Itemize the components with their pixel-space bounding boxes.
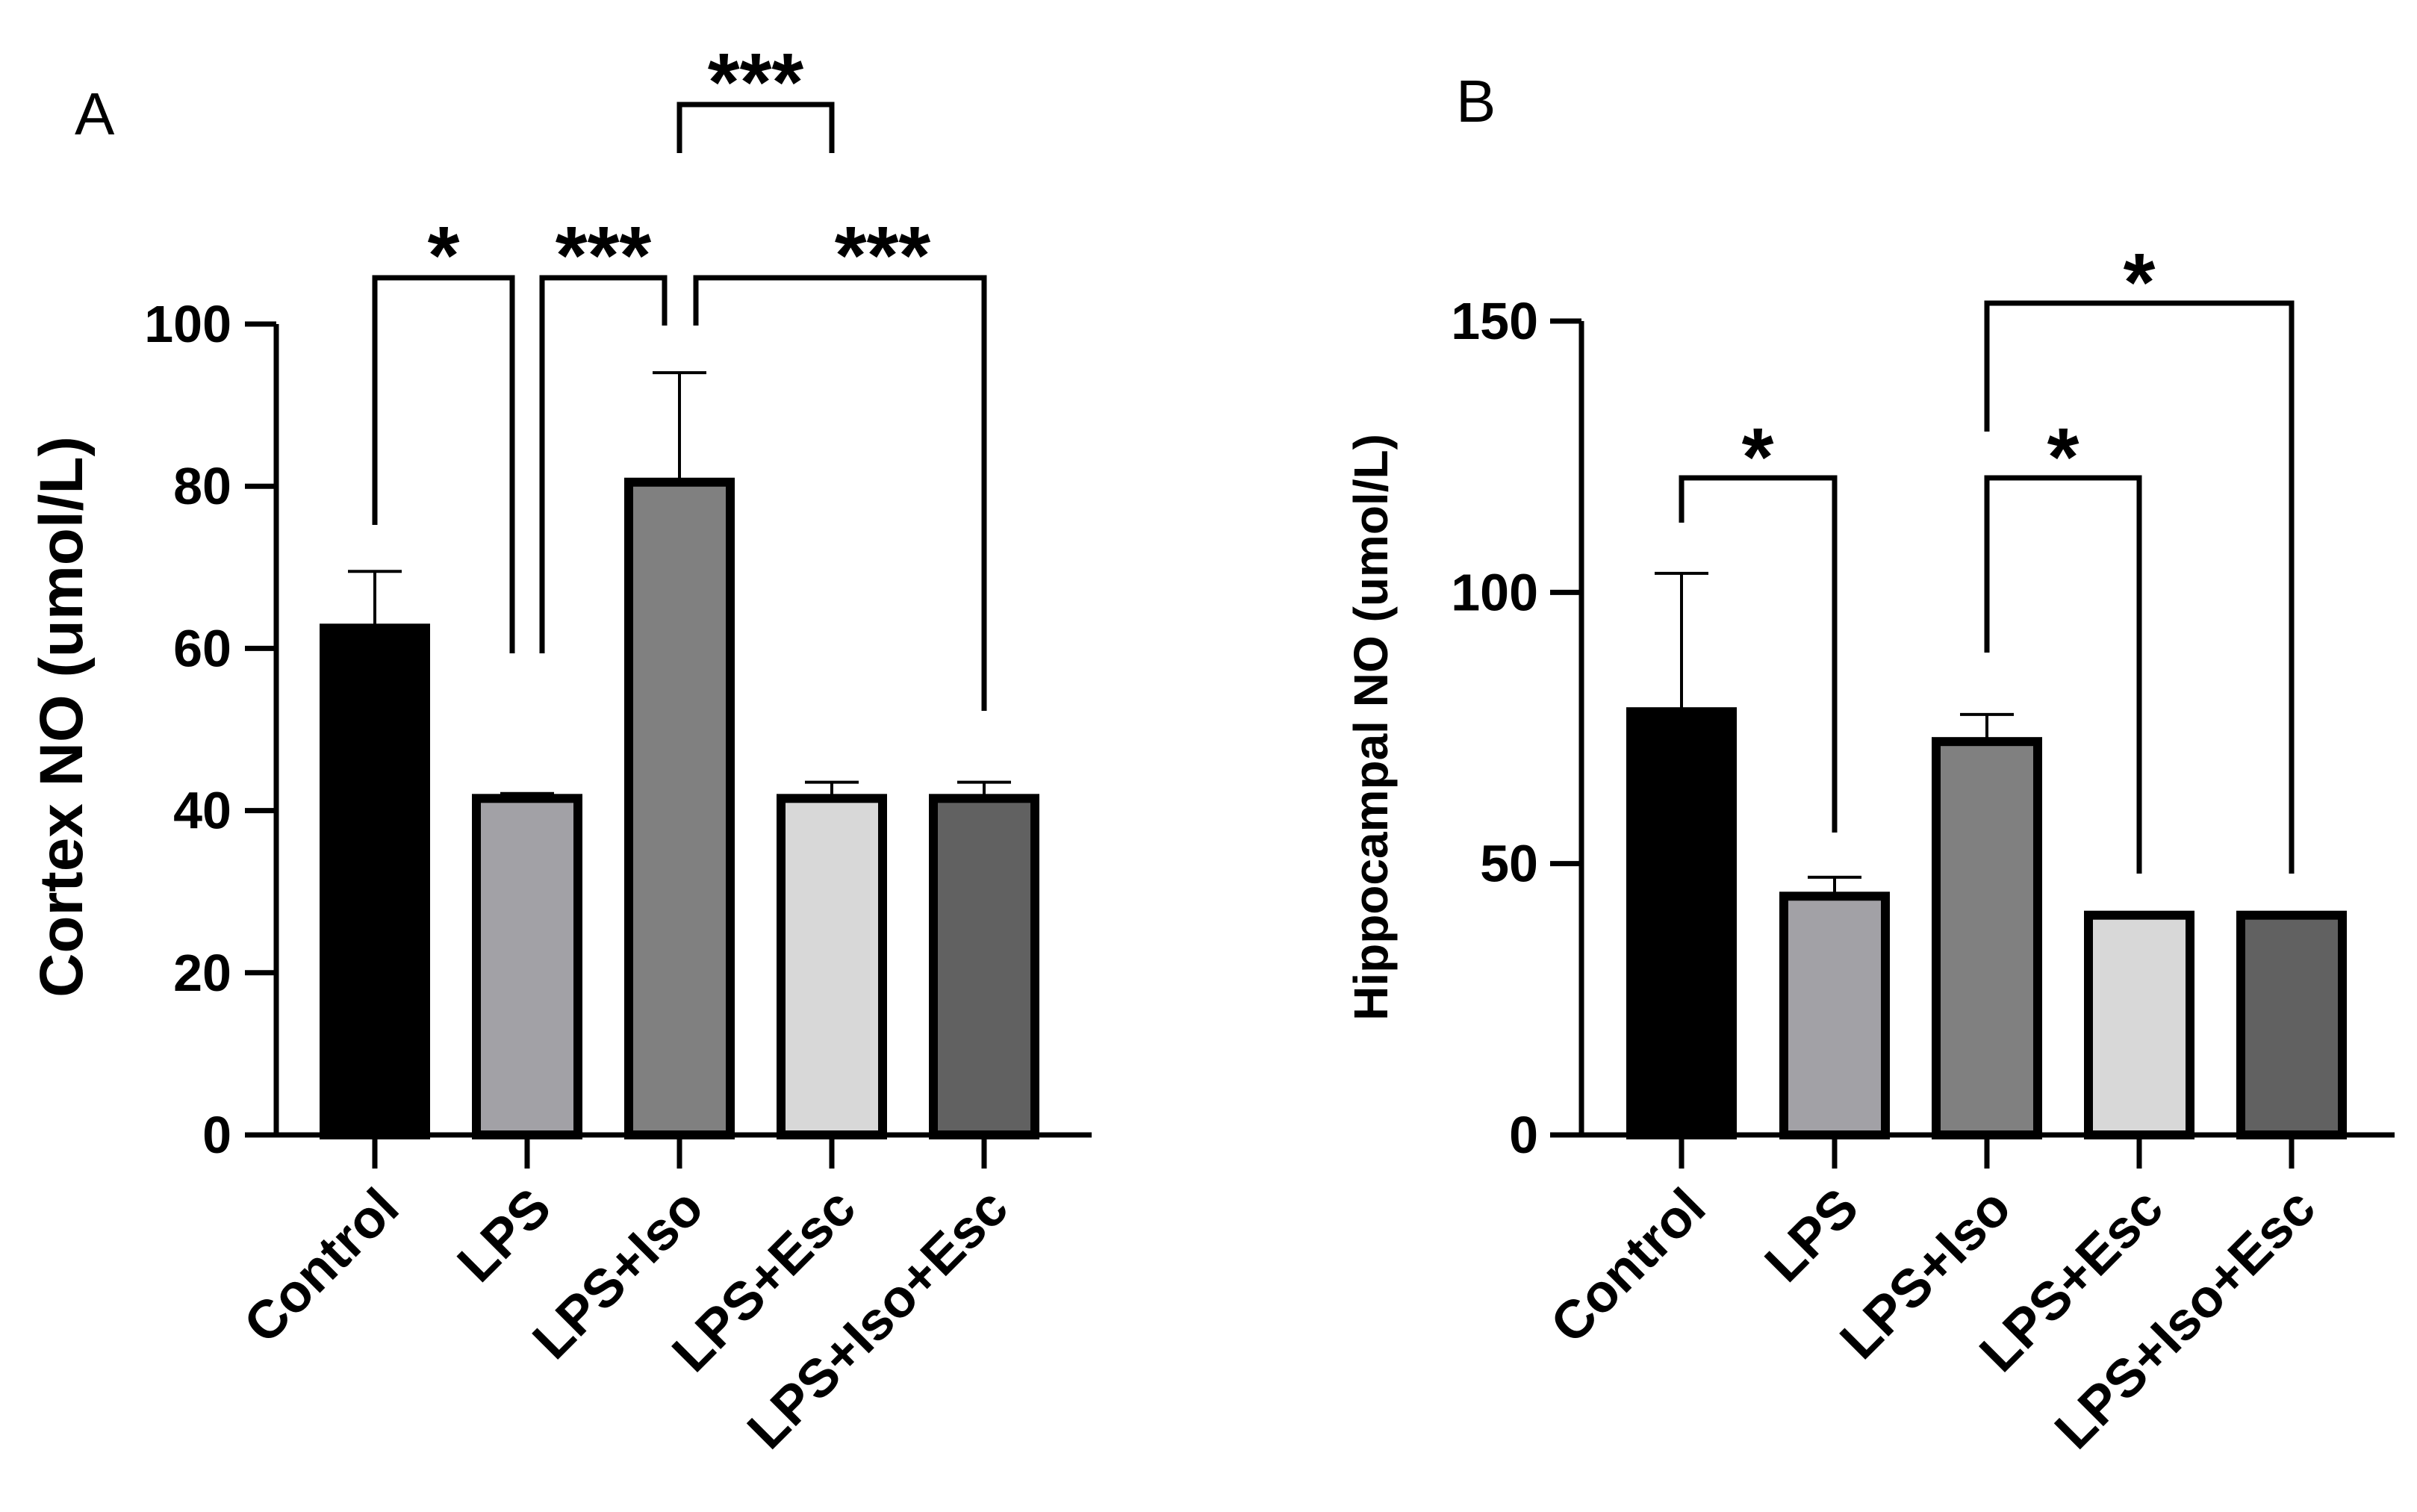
panel-a-category-label: LPS — [447, 1177, 563, 1294]
panel-a-bar-lps-esc — [777, 794, 887, 1140]
panel-b-bar-lps-iso-esc — [2236, 910, 2347, 1139]
panel-a-significance-bracket — [539, 275, 668, 653]
panel-a-y-tick-label: 20 — [173, 944, 231, 1002]
panel-b-significance-bracket — [1984, 300, 2295, 874]
panel-b-y-tick-label: 150 — [1451, 292, 1538, 350]
panel-a-significance-label: *** — [708, 37, 804, 128]
panel-b-chart: B Hippocampal NO (umol/L) 0 50 100 150 Contr… — [1344, 68, 2395, 1460]
panel-b-y-tick-label: 100 — [1451, 563, 1538, 621]
panel-a-significance-bracket — [693, 275, 987, 711]
panel-b-bar-lps — [1779, 892, 1890, 1140]
panel-b-y-tick-label: 0 — [1509, 1106, 1538, 1164]
panel-b-category-label: LPS+Iso+Esc — [2044, 1177, 2327, 1460]
panel-a-y-tick-label: 80 — [173, 457, 231, 515]
panel-b-bar-lps-iso — [1932, 737, 2042, 1139]
panel-a-y-tick-label: 60 — [173, 619, 231, 677]
panel-b-significance-bracket — [1679, 475, 1838, 833]
panel-a-bar-lps-iso-esc — [929, 794, 1039, 1140]
panel-a-bar-control — [320, 623, 430, 1139]
panel-a-bar-lps-iso — [624, 477, 735, 1139]
panel-b-significance-bracket — [1984, 475, 2142, 874]
panel-a-y-tick-label: 40 — [173, 782, 231, 840]
panel-b-y-tick-label: 50 — [1480, 835, 1538, 893]
panel-a-y-tick-label: 0 — [202, 1106, 231, 1164]
panel-b-bar-lps-esc — [2084, 910, 2194, 1139]
panel-b-significance-label: * — [1742, 411, 1774, 503]
panel-b-letter: B — [1456, 68, 1496, 134]
panel-a-letter: A — [75, 81, 115, 147]
panel-a-significance-bracket — [676, 102, 835, 153]
panel-a-category-label: LPS+Iso+Esc — [736, 1177, 1019, 1460]
panel-a-y-tick-label: 100 — [144, 295, 231, 353]
panel-a-chart: A Cortex NO (umol/L) 0 20 40 60 80 100 Control… — [28, 37, 1092, 1460]
panel-b-significance-label: * — [2047, 411, 2080, 503]
panel-b-significance-label: * — [2124, 237, 2156, 329]
panel-a-bar-lps — [472, 794, 582, 1140]
panel-b-category-label: LPS — [1754, 1177, 1870, 1294]
panel-a-significance-label: *** — [556, 210, 652, 302]
panel-a-y-axis-title: Cortex NO (umol/L) — [28, 436, 96, 998]
panel-b-y-axis-title: Hippocampal NO (umol/L) — [1344, 434, 1398, 1021]
panel-a-significance-bracket — [372, 275, 515, 653]
panel-a-significance-label: *** — [835, 210, 931, 302]
panel-a-significance-label: * — [428, 210, 460, 302]
panel-b-bar-control — [1626, 707, 1737, 1139]
panel-b-category-label: Control — [1540, 1177, 1717, 1355]
panel-a-category-label: Control — [233, 1177, 411, 1355]
